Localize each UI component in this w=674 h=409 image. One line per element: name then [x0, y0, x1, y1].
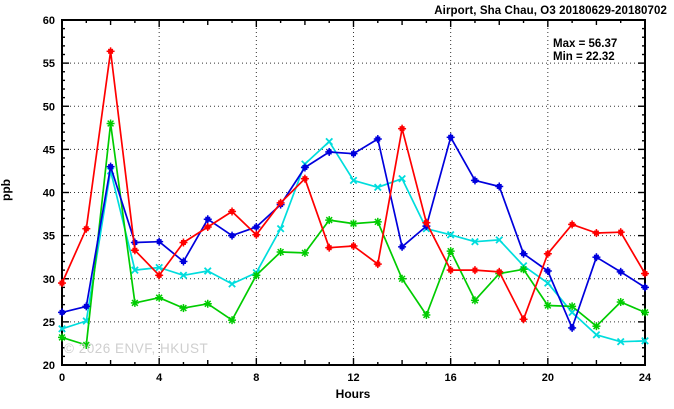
data-point-marker: [642, 271, 648, 277]
data-point-marker: [59, 309, 65, 315]
x-tick-label: 8: [253, 372, 259, 384]
data-point-marker: [423, 220, 429, 226]
x-axis-label: Hours: [335, 387, 371, 401]
data-point-marker: [592, 330, 601, 339]
x-tick-label: 20: [542, 372, 554, 384]
data-point-marker: [229, 208, 235, 214]
data-point-marker: [83, 303, 89, 309]
data-point-marker: [155, 263, 164, 272]
data-point-marker: [593, 230, 599, 236]
data-point-marker: [131, 266, 139, 274]
data-point-marker: [373, 183, 382, 192]
x-tick-label: 4: [156, 372, 163, 384]
y-tick-label: 40: [43, 188, 55, 200]
y-tick-label: 25: [43, 317, 55, 329]
data-point-marker: [326, 245, 332, 251]
data-point-marker: [569, 221, 575, 227]
data-point-marker: [496, 269, 502, 275]
max-min-annotation: Max = 56.37 Min = 22.32: [553, 38, 617, 64]
data-point-marker: [180, 240, 186, 246]
data-point-marker: [351, 151, 356, 157]
data-point-marker: [229, 233, 235, 239]
data-point-marker: [521, 251, 527, 257]
data-point-marker: [472, 267, 478, 273]
data-point-marker: [448, 267, 454, 273]
data-point-marker: [302, 176, 308, 182]
data-point-marker: [545, 268, 551, 274]
data-point-marker: [472, 177, 478, 183]
x-tick-label: 12: [347, 372, 359, 384]
data-point-marker: [398, 174, 406, 183]
data-point-marker: [276, 224, 285, 233]
data-point-marker: [616, 337, 625, 346]
data-point-marker: [108, 164, 114, 170]
data-point-marker: [448, 134, 454, 140]
data-point-marker: [471, 237, 479, 246]
data-point-marker: [618, 229, 624, 235]
data-point-marker: [521, 316, 527, 322]
y-tick-label: 35: [43, 231, 55, 243]
x-tick-label: 16: [445, 372, 457, 384]
data-point-marker: [205, 224, 211, 230]
data-point-marker: [179, 271, 188, 280]
data-point-marker: [618, 269, 624, 275]
max-value-label: Max = 56.37: [553, 38, 618, 50]
data-point-marker: [205, 216, 211, 222]
y-tick-label: 50: [43, 101, 55, 113]
data-point-marker: [569, 325, 575, 331]
data-point-marker: [203, 267, 212, 275]
data-point-marker: [156, 272, 162, 278]
y-tick-label: 60: [43, 15, 55, 27]
x-tick-label: 24: [639, 372, 652, 384]
data-point-marker: [180, 259, 186, 264]
data-point-marker: [375, 261, 381, 267]
data-point-marker: [132, 240, 138, 246]
data-point-marker: [543, 279, 552, 287]
red-series-line: [61, 50, 646, 321]
data-point-marker: [156, 239, 162, 245]
data-point-marker: [349, 176, 358, 185]
data-point-marker: [253, 232, 259, 238]
data-point-marker: [496, 183, 502, 189]
data-point-marker: [495, 236, 504, 244]
data-point-marker: [325, 137, 334, 146]
data-point-marker: [642, 284, 648, 290]
y-tick-label: 20: [43, 360, 55, 372]
x-tick-label: 0: [59, 372, 65, 384]
data-point-marker: [545, 251, 551, 257]
data-point-marker: [108, 48, 114, 54]
data-point-marker: [132, 247, 138, 253]
y-axis-label: ppb: [0, 179, 13, 201]
data-point-marker: [351, 243, 356, 249]
y-tick-label: 30: [43, 274, 55, 286]
chart-title: Airport, Sha Chau, O3 20180629-20180702: [434, 5, 667, 17]
data-point-marker: [59, 280, 65, 286]
data-point-marker: [641, 337, 649, 345]
data-point-marker: [326, 149, 332, 155]
y-tick-label: 45: [43, 144, 55, 156]
data-point-marker: [568, 308, 576, 317]
data-point-marker: [399, 244, 405, 250]
data-point-marker: [593, 254, 599, 260]
y-tick-label: 55: [43, 58, 55, 70]
data-point-marker: [278, 200, 284, 206]
data-point-marker: [399, 126, 405, 132]
data-point-marker: [446, 230, 455, 239]
min-value-label: Min = 22.32: [553, 51, 615, 63]
data-point-marker: [375, 136, 381, 142]
data-point-marker: [58, 324, 66, 333]
watermark: © 2026 ENVF, HKUST: [64, 341, 209, 356]
data-point-marker: [302, 164, 308, 170]
plot-frame: [61, 19, 646, 366]
data-point-marker: [83, 226, 89, 232]
data-point-marker: [253, 224, 259, 230]
data-point-marker: [228, 280, 236, 288]
